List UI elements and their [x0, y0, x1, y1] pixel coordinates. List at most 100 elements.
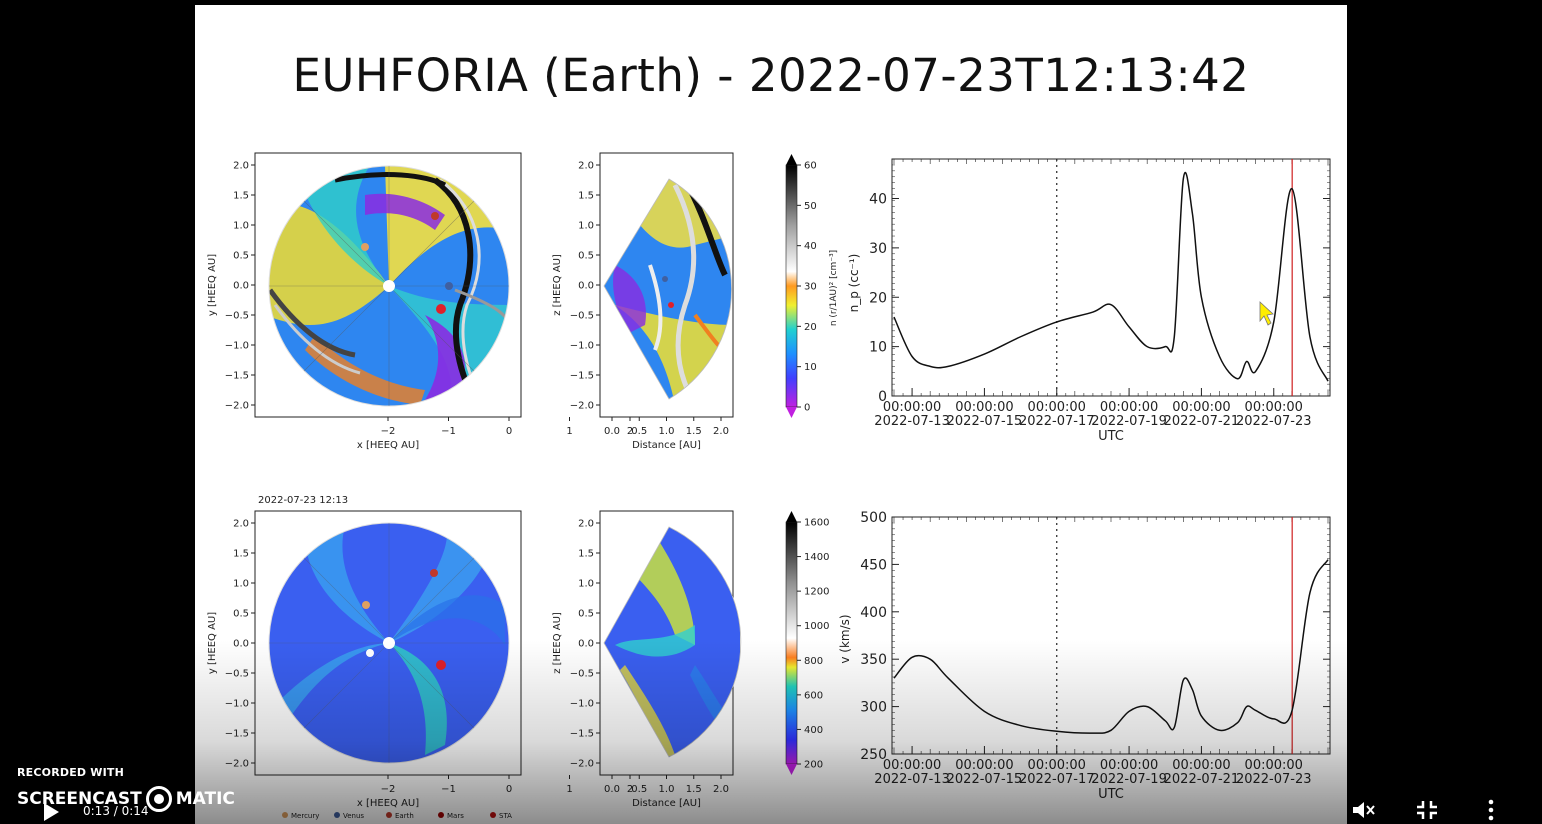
y-tick-label: −0.5	[570, 311, 594, 322]
y-tick-label: 10	[869, 340, 887, 356]
equatorial-density-plot: −2 −1 0 1 2 2.0 1.5 1.0 0.5 0.0 −0.5 −1.0 −1.5 −2.0 x …	[207, 152, 633, 451]
y-axis-label: y [HEEQ AU]	[207, 254, 218, 316]
legend-marker	[386, 812, 392, 818]
x-tick-date: 2022-07-19	[1091, 772, 1167, 787]
x-tick-label: 0.5	[631, 784, 647, 795]
x-tick-date: 2022-07-13	[874, 772, 950, 787]
x-tick-label: 0.0	[604, 784, 620, 795]
legend-label: Mars	[447, 812, 464, 820]
y-tick-label: 1.0	[578, 579, 594, 590]
speed-timeseries: 25030035040045050000:00:002022-07-1300:0…	[838, 510, 1331, 802]
density-colorbar-label: n (r/1AU)² [cm⁻³]	[829, 250, 839, 326]
y-tick-label: 1.5	[233, 191, 249, 202]
y-tick-label: 30	[869, 241, 887, 257]
x-tick-label: 1	[566, 426, 572, 437]
y-tick-label: −2.0	[570, 759, 594, 770]
x-axis-label: UTC	[1098, 787, 1124, 802]
colorbar-tick-label: 800	[804, 656, 823, 667]
x-tick-time: 00:00:00	[1172, 400, 1230, 415]
y-tick-label: −1.0	[570, 341, 594, 352]
volume-muted-icon	[1353, 802, 1364, 818]
y-tick-label: 2.0	[578, 161, 594, 172]
y-tick-label: 2.0	[578, 519, 594, 530]
exit-fullscreen-button[interactable]	[1414, 798, 1440, 822]
y-tick-label: 400	[860, 605, 887, 621]
y-tick-label: 1.5	[233, 549, 249, 560]
x-tick-date: 2022-07-21	[1164, 414, 1240, 429]
x-tick-date: 2022-07-21	[1164, 772, 1240, 787]
x-axis-label: Distance [AU]	[632, 798, 701, 809]
venus-marker	[445, 282, 453, 290]
figure: −2 −1 0 1 2 2.0 1.5 1.0 0.5 0.0 −0.5 −1.0 −1.5 −2.0 x …	[207, 152, 1331, 820]
x-tick-label: 0.5	[631, 426, 647, 437]
mute-button[interactable]	[1350, 798, 1376, 822]
y-tick-label: 0	[878, 389, 887, 405]
colorbar-tick-label: 50	[804, 201, 817, 212]
x-tick-time: 00:00:00	[1245, 758, 1303, 773]
y-tick-label: −0.5	[570, 669, 594, 680]
more-options-button[interactable]	[1478, 798, 1504, 822]
x-tick-label: −2	[381, 426, 396, 437]
sta-marker	[436, 304, 446, 314]
colorbar-tick-label: 40	[804, 241, 817, 252]
y-tick-label: 1.0	[233, 221, 249, 232]
x-tick-label: 1.5	[686, 784, 702, 795]
x-tick-label: 0	[506, 784, 512, 795]
y-tick-label: −2.0	[225, 759, 249, 770]
colorbar-tick-label: 200	[804, 760, 823, 771]
colorbar-tick-label: 1400	[804, 552, 829, 563]
y-tick-label: 500	[860, 510, 887, 526]
x-tick-date: 2022-07-23	[1236, 772, 1312, 787]
x-tick-time: 00:00:00	[883, 758, 941, 773]
y-tick-label: 20	[869, 290, 887, 306]
legend-marker	[438, 812, 444, 818]
meridional-density-plot: 0.0 0.5 1.0 1.5 2.0 2.0 1.5 1.0 0.5 0.0 −0.5 −1.0 −1…	[552, 152, 734, 451]
colorbar-tick-label: 60	[804, 161, 817, 172]
y-tick-label: −0.5	[225, 669, 249, 680]
x-tick-time: 00:00:00	[955, 758, 1013, 773]
x-axis-label: x [HEEQ AU]	[357, 440, 419, 451]
colorbar-tick-label: 1200	[804, 587, 829, 598]
y-tick-label: 1.5	[578, 549, 594, 560]
meridional-speed-plot: 0.0 0.5 1.0 1.5 2.0 2.0 1.5 1.0 0.5 0.0 −0.5 −1.0 −1…	[552, 510, 742, 809]
x-tick-label: 2.0	[713, 426, 729, 437]
x-axis-label: UTC	[1098, 429, 1124, 444]
x-tick-label: 1.5	[686, 426, 702, 437]
y-axis-label: z [HEEQ AU]	[552, 612, 563, 674]
record-logo-icon	[145, 786, 172, 812]
y-tick-label: 0.5	[233, 609, 249, 620]
y-tick-label: −1.5	[570, 371, 594, 382]
x-axis-label: x [HEEQ AU]	[357, 798, 419, 809]
x-tick-label: −2	[381, 784, 396, 795]
x-tick-date: 2022-07-13	[874, 414, 950, 429]
y-tick-label: 1.0	[578, 221, 594, 232]
colorbar-tick-label: 400	[804, 725, 823, 736]
x-tick-date: 2022-07-15	[947, 414, 1023, 429]
legend-marker	[334, 812, 340, 818]
x-tick-time: 00:00:00	[1028, 758, 1086, 773]
panel-timestamp: 2022-07-23 12:13	[258, 495, 348, 506]
x-tick-time: 00:00:00	[1245, 400, 1303, 415]
recorded-with-label: RECORDED WITH	[17, 766, 125, 779]
play-button[interactable]	[44, 803, 59, 821]
y-tick-label: 250	[860, 747, 887, 763]
x-tick-time: 00:00:00	[1100, 400, 1158, 415]
more-vertical-icon	[1488, 799, 1494, 821]
x-tick-label: −1	[441, 784, 456, 795]
y-tick-label: 1.0	[233, 579, 249, 590]
x-axis-label: Distance [AU]	[632, 440, 701, 451]
x-tick-label: −1	[441, 426, 456, 437]
speed-colorbar: 1600 1400 1200 1000 800 600 400 200	[785, 511, 829, 775]
colorbar-tick-label: 1000	[804, 621, 829, 632]
y-tick-label: 0.5	[233, 251, 249, 262]
x-tick-date: 2022-07-17	[1019, 414, 1095, 429]
slide: EUHFORIA (Earth) - 2022-07-23T12:13:42	[195, 5, 1347, 824]
x-tick-label: 0.0	[604, 426, 620, 437]
density-ylabel: n_p (cc⁻¹)	[847, 254, 861, 313]
brand-right: MATIC	[175, 789, 235, 809]
y-tick-label: 350	[860, 652, 887, 668]
y-tick-label: 40	[869, 192, 887, 208]
legend-marker	[282, 812, 288, 818]
speed-ylabel: v (km/s)	[838, 614, 852, 663]
y-tick-label: 0.0	[233, 281, 249, 292]
